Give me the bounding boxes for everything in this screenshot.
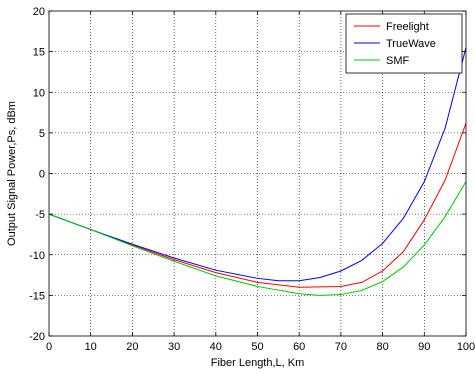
x-tick-label: 100 (457, 341, 475, 353)
y-tick-label: -5 (35, 209, 45, 221)
x-tick-label: 60 (293, 341, 305, 353)
x-tick-label: 90 (418, 341, 430, 353)
x-axis-label: Fiber Length,L, Km (211, 357, 305, 369)
x-tick-label: 20 (126, 341, 138, 353)
legend: Freelight TrueWave SMF (345, 13, 463, 74)
x-tick-label: 10 (85, 341, 97, 353)
y-tick-label: -20 (29, 331, 45, 343)
y-tick-label: -15 (29, 290, 45, 302)
series-line-truewave (48, 47, 467, 282)
x-tick-label: 40 (210, 341, 222, 353)
y-axis-label: Output Signal Power,Ps, dBm (6, 101, 18, 246)
x-tick-label: 70 (335, 341, 347, 353)
y-tick-label: 0 (39, 169, 45, 181)
legend-label-truewave: TrueWave (386, 38, 436, 50)
x-tick-label: 50 (251, 341, 263, 353)
y-tick-label: 5 (39, 128, 45, 140)
x-tick-label: 0 (46, 341, 52, 353)
series-line-smf (48, 181, 467, 296)
x-tick-label: 30 (168, 341, 180, 353)
y-tick-label: 20 (33, 6, 45, 18)
legend-label-freelight: Freelight (386, 21, 429, 33)
y-tick-label: 15 (33, 47, 45, 59)
x-tick-label: 80 (376, 341, 388, 353)
y-tick-label: -10 (29, 250, 45, 262)
series-line-freelight (48, 122, 467, 288)
y-tick-label: 10 (33, 87, 45, 99)
legend-label-smf: SMF (386, 55, 410, 67)
